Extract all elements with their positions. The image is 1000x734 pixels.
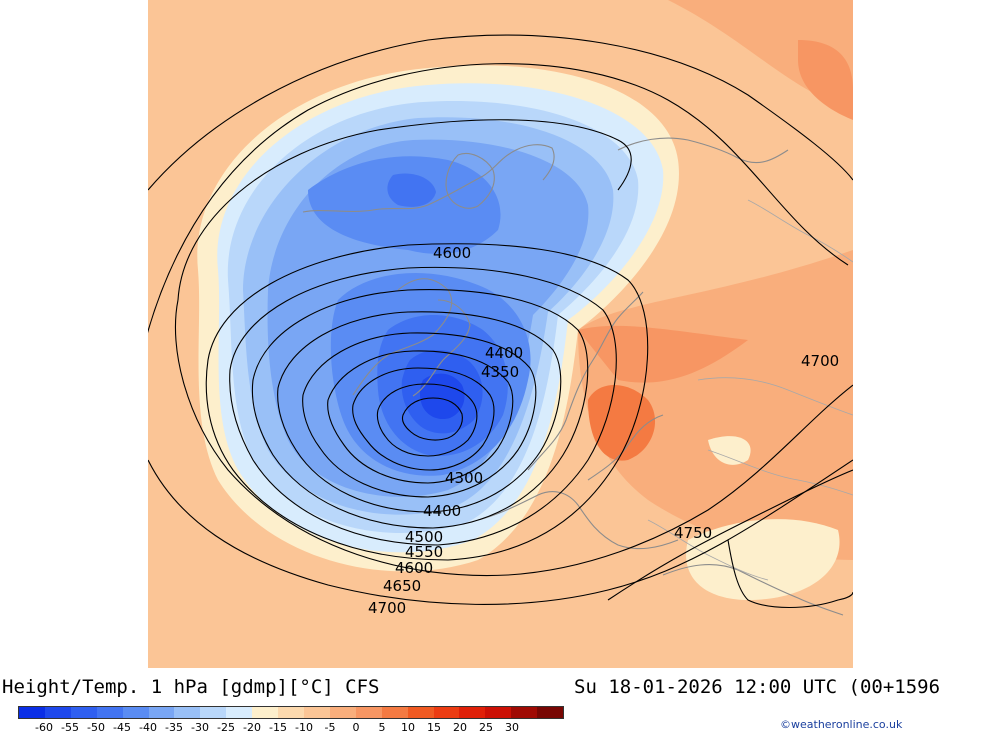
legend-tick-label: -5 [324, 721, 336, 734]
legend-swatch [511, 707, 538, 718]
color-legend [18, 706, 564, 719]
warm-patch-ne [798, 40, 853, 120]
legend-tick-label: -35 [165, 721, 183, 734]
legend-tick-label: -40 [139, 721, 157, 734]
contour-4750-loop [727, 539, 853, 609]
coastline-east [527, 291, 644, 471]
cold-core-north-inner [387, 173, 436, 207]
legend-swatch [278, 707, 304, 718]
border-line-4 [747, 199, 853, 263]
contour-label: 4750 [674, 524, 712, 542]
contour-label: 4550 [405, 543, 443, 561]
legend-swatch [44, 707, 71, 718]
cold-core [419, 373, 465, 420]
border-line-3 [647, 519, 769, 581]
legend-tick-label: -10 [295, 721, 313, 734]
map-title: Height/Temp. 1 hPa [gdmp][°C] CFS [2, 676, 380, 698]
credit-text[interactable]: ©weatheronline.co.uk [780, 718, 903, 731]
contour-label: 4400 [423, 502, 461, 520]
legend-swatch [174, 707, 201, 718]
contour-label: 4600 [395, 559, 433, 577]
legend-swatch [19, 707, 45, 718]
contour-label: 4700 [801, 352, 839, 370]
legend-tick-label: 10 [401, 721, 415, 734]
mild-patch-se [686, 519, 840, 600]
coastline-island [445, 152, 495, 209]
contour-4400 [327, 350, 514, 484]
forecast-timestamp: Su 18-01-2026 12:00 UTC (00+1596 [574, 676, 941, 698]
contour-top [148, 34, 853, 191]
legend-swatch [433, 707, 460, 718]
legend-swatch [537, 707, 564, 718]
coastline-se [662, 564, 844, 616]
legend-tick-label: -20 [243, 721, 261, 734]
legend-swatch [485, 707, 512, 718]
contour-label: 4300 [445, 469, 483, 487]
legend-tick-label: -60 [35, 721, 53, 734]
contour-label: 4400 [485, 344, 523, 362]
coastline-archipelago [352, 278, 453, 396]
legend-swatch [407, 707, 434, 718]
contour-4700 [174, 299, 853, 577]
contour-4750 [607, 469, 853, 601]
legend-tick-labels: -60 -55 -50 -45 -40 -35 -30 -25 -20 -15 -10 -5 0 5 10 1… [18, 721, 564, 734]
legend-swatch [70, 707, 97, 718]
legend-tick-label: -50 [87, 721, 105, 734]
legend-tick-label: -25 [217, 721, 235, 734]
legend-swatch [355, 707, 382, 718]
legend-swatch [122, 707, 149, 718]
legend-swatch [459, 707, 486, 718]
contour-4300 [376, 383, 478, 457]
legend-tick-label: 30 [505, 721, 519, 734]
legend-swatch [200, 707, 227, 718]
contour-4250 [401, 397, 463, 441]
warm-core-east [588, 385, 656, 461]
legend-tick-label: 20 [453, 721, 467, 734]
legend-tick-label: -55 [61, 721, 79, 734]
contour-label: 4600 [433, 244, 471, 262]
contour-label: 4650 [383, 577, 421, 595]
coastline-north [302, 144, 555, 213]
legend-tick-label: 0 [352, 721, 360, 734]
coastline-east-2 [587, 414, 664, 481]
mild-patch-mid [708, 436, 751, 465]
legend-tick-label: -45 [113, 721, 131, 734]
coastline-ne [617, 137, 789, 164]
contour-4550 [251, 289, 589, 529]
legend-swatch [381, 707, 408, 718]
contour-label: 4700 [368, 599, 406, 617]
legend-swatch [226, 707, 253, 718]
contour-4650-north [177, 119, 632, 301]
legend-tick-label: -30 [191, 721, 209, 734]
contour-label: 4500 [405, 528, 443, 546]
warm-tongue [578, 325, 748, 383]
legend-swatch [329, 707, 356, 718]
contour-outer-north [148, 63, 849, 334]
contour-4650 [205, 243, 649, 561]
border-line-1 [697, 377, 853, 416]
legend-swatch [96, 707, 123, 718]
legend-swatch [303, 707, 330, 718]
legend-tick-label: -15 [269, 721, 287, 734]
border-line-2 [707, 449, 853, 496]
map-panel: 4600 4400 4350 4300 4400 4500 4550 4600 … [148, 0, 853, 668]
coastline-archipelago-2 [412, 299, 471, 397]
coastline-south [477, 491, 679, 550]
contour-4450 [302, 332, 537, 498]
legend-swatch [148, 707, 175, 718]
legend-tick-label: 15 [427, 721, 441, 734]
contour-4600 [229, 266, 617, 546]
legend-tick-label: 25 [479, 721, 493, 734]
legend-swatch [252, 707, 279, 718]
contour-4500 [277, 311, 562, 513]
contour-outer-south [148, 459, 853, 605]
legend-tick-label: 5 [378, 721, 386, 734]
contour-label: 4350 [481, 363, 519, 381]
warm-band-north [148, 0, 853, 110]
contour-4350 [352, 367, 495, 471]
height-temperature-map: 4600 4400 4350 4300 4400 4500 4550 4600 … [148, 0, 853, 668]
